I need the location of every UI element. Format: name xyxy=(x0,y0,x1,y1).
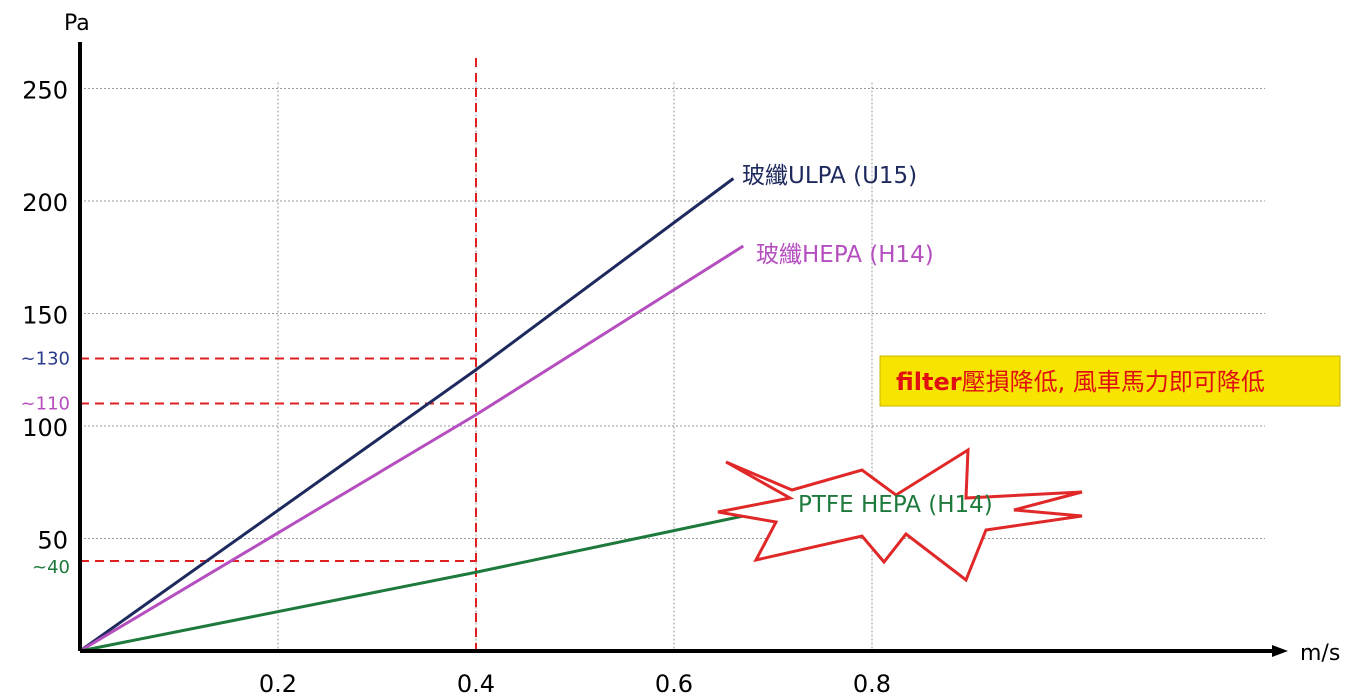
x-axis-unit: m/s xyxy=(1300,641,1340,666)
x-tick-label-0.2: 0.2 xyxy=(259,670,297,698)
starburst-shape xyxy=(717,447,1083,583)
series-line-0 xyxy=(79,177,735,653)
series-label-1: 玻纖HEPA (H14) xyxy=(756,242,934,268)
y-tick-labels: 50 100 150 200 250 xyxy=(22,77,68,555)
callout-text: filter壓損降低, 風車馬力即可降低 xyxy=(896,368,1265,396)
x-tick-labels: 0.2 0.4 0.6 0.8 xyxy=(259,670,891,698)
x-tick-label-0.6: 0.6 xyxy=(655,670,693,698)
reference-label-1: ~110 xyxy=(21,394,70,415)
x-tick-label-0.8: 0.8 xyxy=(853,670,891,698)
reference-label-2: ~40 xyxy=(32,557,70,578)
series-line-2 xyxy=(79,514,744,653)
reference-lines xyxy=(80,58,477,651)
callout-rest: 風車馬力即可降低 xyxy=(1065,368,1265,396)
reference-value-labels: ~130 ~110 ~40 xyxy=(21,349,70,579)
series-line-1 xyxy=(79,244,745,653)
series-label-0: 玻纖ULPA (U15) xyxy=(742,163,917,189)
series-label-2: PTFE HEPA (H14) xyxy=(798,492,993,518)
x-axis-arrow xyxy=(1272,645,1288,657)
callout-mid: 壓損降低, xyxy=(962,368,1066,396)
y-axis-unit: Pa xyxy=(64,11,90,36)
x-tick-label-0.4: 0.4 xyxy=(457,670,495,698)
series-labels: 玻纖ULPA (U15) 玻纖HEPA (H14) PTFE HEPA (H14) xyxy=(742,163,993,518)
y-tick-label-100: 100 xyxy=(22,414,68,442)
callout-box xyxy=(879,355,1341,407)
y-tick-label-50: 50 xyxy=(37,527,68,555)
y-tick-label-200: 200 xyxy=(22,189,68,217)
y-tick-label-150: 150 xyxy=(22,302,68,330)
series-lines xyxy=(79,177,745,653)
reference-label-0: ~130 xyxy=(21,349,70,370)
y-tick-label-250: 250 xyxy=(22,77,68,105)
callout-bold: filter xyxy=(896,368,962,396)
